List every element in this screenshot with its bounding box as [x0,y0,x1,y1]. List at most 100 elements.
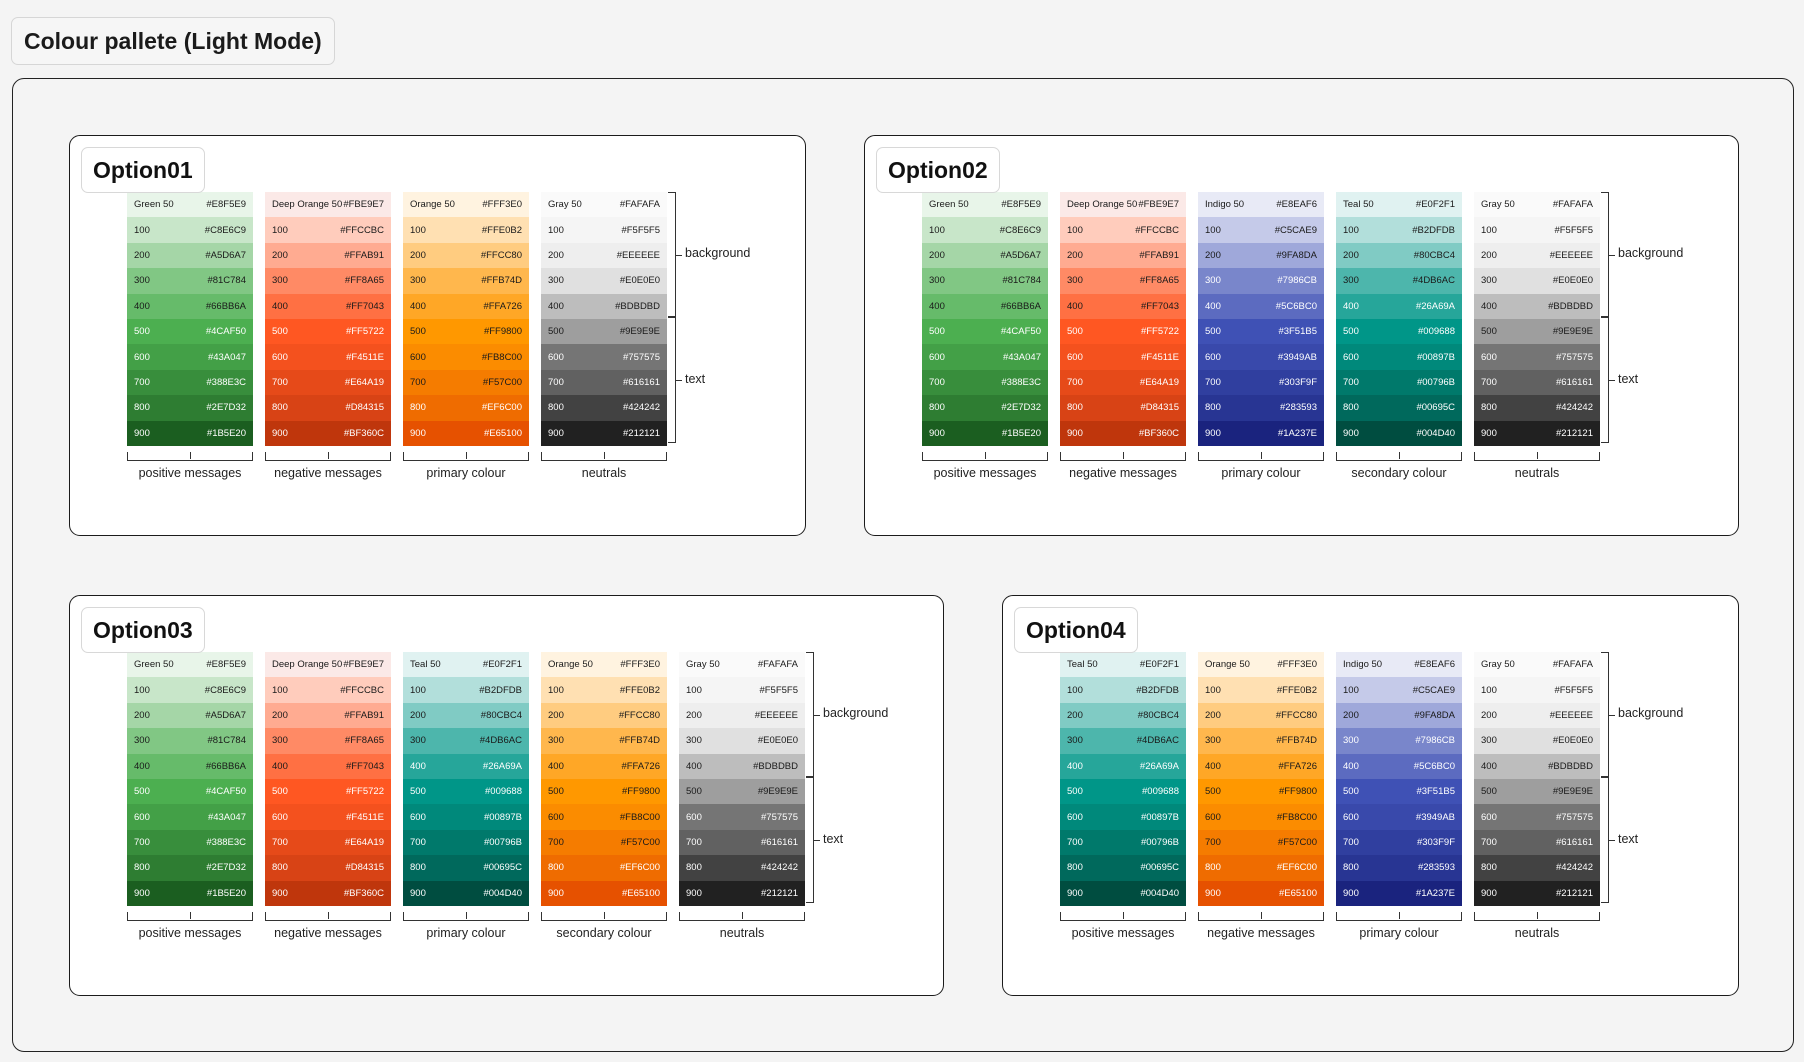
swatch-shade-name: 600 [548,351,564,363]
color-swatch: 600 #FB8C00 [1198,804,1324,830]
color-swatch: 500 #4CAF50 [127,318,253,345]
option-card: Option02 Green 50 #E8F5E9 100 #C8E6C9 200 #A5… [864,135,1739,536]
color-swatch: 800 #00695C [1336,395,1462,421]
swatch-shade-name: 900 [134,427,150,439]
swatch-hex-value: #E0E0E0 [1552,735,1593,747]
swatch-shade-name: 400 [272,300,288,312]
swatch-shade-name: 800 [1343,862,1359,874]
swatch-shade-name: 900 [1067,887,1083,899]
swatch-shade-name: 200 [1067,709,1083,721]
swatch-hex-value: #283593 [1280,402,1317,414]
swatch-hex-value: #F4511E [1141,351,1179,363]
color-swatch: 900 #212121 [541,420,667,446]
swatch-hex-value: #FFE0B2 [619,684,660,696]
palette-column: Teal 50 #E0F2F1 100 #B2DFDB 200 #80CBC4 300 #4D… [403,652,529,940]
swatch-shade-name: 800 [548,402,564,414]
swatch-stack: Gray 50 #FAFAFA 100 #F5F5F5 200 #EEEEEE 300 #E0… [541,192,667,446]
swatch-hex-value: #FBE9E7 [1138,199,1179,211]
swatch-hex-value: #00897B [1140,811,1179,823]
column-label: negative messages [274,465,382,480]
swatch-shade-name: 900 [686,887,702,899]
swatch-hex-value: #212121 [1556,427,1593,439]
column-label: negative messages [1069,465,1177,480]
color-swatch: 700 #388E3C [127,369,253,396]
color-swatch: 300 #4DB6AC [1336,268,1462,294]
swatch-hex-value: #424242 [623,402,660,414]
option-title: Option02 [876,147,1000,193]
swatch-hex-value: #BDBDBD [753,760,798,772]
color-swatch: 100 #F5F5F5 [541,217,667,243]
swatch-hex-value: #80CBC4 [1137,709,1179,721]
color-swatch: 100 #C8E6C9 [127,677,253,703]
column-label: neutrals [581,465,627,480]
swatch-hex-value: #757575 [1556,351,1593,363]
background-bracket [806,652,820,777]
swatch-hex-value: #BDBDBD [615,300,660,312]
swatch-shade-name: 200 [1481,249,1497,261]
swatch-shade-name: 100 [272,224,288,236]
swatch-hex-value: #00796B [1140,836,1179,848]
swatch-shade-name: Teal 50 [410,659,441,671]
swatch-hex-value: #616161 [623,376,660,388]
color-swatch: 500 #FF5722 [1060,318,1186,345]
swatch-shade-name: 300 [1343,735,1359,747]
color-swatch: 800 #D84315 [265,395,391,421]
swatch-hex-value: #81C784 [207,275,246,287]
color-swatch: 300 #E0E0E0 [679,728,805,754]
swatch-shade-name: 500 [272,326,288,338]
color-swatch: 800 #EF6C00 [403,395,529,421]
swatch-shade-name: 500 [1067,786,1083,798]
color-swatch: 900 #1A237E [1198,420,1324,446]
swatch-hex-value: #E64A19 [344,376,384,388]
swatch-hex-value: #FFF3E0 [1277,659,1317,671]
swatch-shade-name: 500 [272,786,288,798]
swatch-hex-value: #4DB6AC [479,735,522,747]
swatch-hex-value: #FF8A65 [1139,275,1179,287]
swatch-hex-value: #616161 [1556,376,1593,388]
palette-column: Gray 50 #FAFAFA 100 #F5F5F5 200 #EEEEEE 300 #E0… [679,652,805,940]
swatch-hex-value: #9E9E9E [619,326,660,338]
swatch-hex-value: #5C6BC0 [1413,760,1455,772]
column-bracket [265,451,391,461]
swatch-shade-name: 300 [1067,735,1083,747]
swatch-shade-name: 100 [1205,684,1221,696]
swatch-stack: Gray 50 #FAFAFA 100 #F5F5F5 200 #EEEEEE 300 #E0… [1474,192,1600,446]
color-swatch: 800 #424242 [679,855,805,881]
swatch-hex-value: #3949AB [1415,811,1455,823]
swatch-shade-name: 900 [1205,427,1221,439]
color-swatch: 700 #616161 [1474,369,1600,396]
swatch-hex-value: #FFF3E0 [620,659,660,671]
color-swatch: 400 #26A69A [403,753,529,779]
swatch-shade-name: 900 [1205,887,1221,899]
swatch-hex-value: #80CBC4 [480,709,522,721]
swatch-hex-value: #FFB74D [1276,735,1317,747]
text-label: text [823,832,844,846]
color-swatch: Deep Orange 50 #FBE9E7 [265,192,391,218]
swatch-hex-value: #FF8A65 [344,735,384,747]
swatch-hex-value: #BDBDBD [1548,760,1593,772]
swatch-shade-name: 700 [1067,836,1083,848]
color-swatch: 300 #FFB74D [1198,728,1324,754]
palette-column: Indigo 50 #E8EAF6 100 #C5CAE9 200 #9FA8DA 300 #… [1336,652,1462,940]
swatch-shade-name: 400 [1205,760,1221,772]
swatch-hex-value: #004D40 [483,887,522,899]
swatch-hex-value: #EEEEEE [1549,709,1593,721]
swatch-hex-value: #FF9800 [1278,786,1317,798]
color-swatch: 800 #D84315 [1060,395,1186,421]
swatch-shade-name: 200 [929,249,945,261]
swatch-hex-value: #66BB6A [1000,300,1041,312]
color-swatch: 200 #80CBC4 [1060,702,1186,729]
swatch-hex-value: #FF5722 [345,326,384,338]
palette-column: Orange 50 #FFF3E0 100 #FFE0B2 200 #FFCC80 300 #… [541,652,667,940]
swatch-shade-name: 200 [134,709,150,721]
text-bracket [806,777,820,903]
color-swatch: 300 #81C784 [127,268,253,294]
swatch-hex-value: #E8EAF6 [1276,199,1317,211]
color-swatch: 100 #C5CAE9 [1198,217,1324,243]
swatch-hex-value: #424242 [1556,862,1593,874]
color-swatch: 900 #1A237E [1336,880,1462,906]
swatch-shade-name: 600 [1343,351,1359,363]
swatch-hex-value: #FFB74D [481,275,522,287]
swatch-stack: Orange 50 #FFF3E0 100 #FFE0B2 200 #FFCC80 300 #… [541,652,667,906]
swatch-hex-value: #FF5722 [1140,326,1179,338]
